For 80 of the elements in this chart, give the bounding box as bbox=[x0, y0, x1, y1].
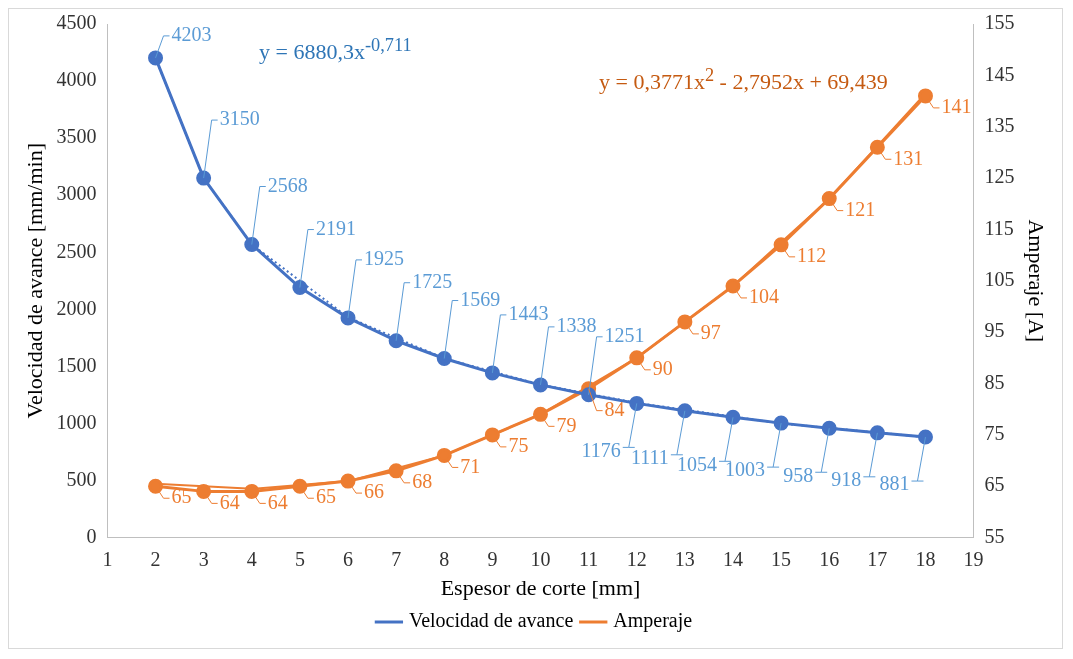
x-tick-label: 19 bbox=[963, 547, 984, 570]
data-label: 112 bbox=[797, 244, 827, 267]
x-tick-label: 13 bbox=[674, 547, 695, 570]
x-tick-label: 12 bbox=[626, 547, 647, 570]
data-label: 79 bbox=[556, 413, 577, 436]
data-label: 2568 bbox=[267, 173, 308, 196]
x-tick-label: 18 bbox=[915, 547, 936, 570]
y2-tick-label: 75 bbox=[984, 422, 1005, 445]
y2-tick-label: 65 bbox=[984, 473, 1005, 496]
y2-tick-label: 85 bbox=[984, 370, 1005, 393]
data-label: 97 bbox=[700, 321, 721, 344]
y2-tick-label: 145 bbox=[984, 62, 1015, 85]
y2-tick-label: 125 bbox=[984, 165, 1015, 188]
y2-tick-label: 105 bbox=[984, 268, 1015, 291]
data-label: 71 bbox=[460, 454, 481, 477]
y-tick-label: 500 bbox=[66, 467, 97, 490]
data-label: 68 bbox=[412, 470, 433, 493]
y-tick-label: 3000 bbox=[56, 182, 97, 205]
data-label: 1251 bbox=[604, 324, 645, 347]
data-label: 1443 bbox=[508, 302, 549, 325]
y-tick-label: 4000 bbox=[56, 68, 97, 91]
data-label: 1725 bbox=[412, 269, 453, 292]
y-tick-label: 1000 bbox=[56, 410, 97, 433]
x-tick-label: 7 bbox=[391, 547, 402, 570]
data-label: 2191 bbox=[315, 216, 356, 239]
data-label: 1925 bbox=[364, 247, 405, 270]
data-label: 131 bbox=[893, 146, 924, 169]
x-axis-title: Espesor de corte [mm] bbox=[440, 574, 641, 600]
x-tick-label: 9 bbox=[487, 547, 498, 570]
annotation: y = 0,3771x$^{2}$ - 2,7952x + 69,439 bbox=[599, 65, 888, 96]
data-label: 918 bbox=[831, 468, 862, 491]
y2-axis-title: Amperaje [A] bbox=[1024, 219, 1050, 343]
data-label: 141 bbox=[941, 95, 972, 118]
x-tick-label: 15 bbox=[771, 547, 792, 570]
data-label: 75 bbox=[508, 434, 529, 457]
y-tick-label: 4500 bbox=[56, 11, 97, 34]
legend-label: Velocidad de avance bbox=[408, 609, 574, 632]
data-label: 90 bbox=[652, 357, 673, 380]
x-tick-label: 14 bbox=[722, 547, 743, 570]
y2-tick-label: 55 bbox=[984, 524, 1005, 547]
data-label: 3150 bbox=[219, 107, 260, 130]
data-label: 104 bbox=[748, 285, 779, 308]
data-label: 1569 bbox=[460, 287, 501, 310]
y2-tick-label: 115 bbox=[984, 216, 1014, 239]
data-label: 121 bbox=[845, 197, 876, 220]
x-tick-label: 6 bbox=[343, 547, 354, 570]
x-tick-label: 8 bbox=[439, 547, 450, 570]
data-label: 64 bbox=[219, 490, 240, 513]
y2-tick-label: 95 bbox=[984, 319, 1005, 342]
x-tick-label: 3 bbox=[198, 547, 209, 570]
y-tick-label: 1500 bbox=[56, 353, 97, 376]
x-tick-label: 16 bbox=[819, 547, 840, 570]
data-label: 881 bbox=[879, 472, 910, 495]
y-tick-label: 3500 bbox=[56, 125, 97, 148]
data-label: 958 bbox=[783, 463, 814, 486]
annotation: y = 6880,3x$^{-0,711}$ bbox=[259, 35, 412, 66]
x-tick-label: 1 bbox=[102, 547, 113, 570]
legend-label: Amperaje bbox=[613, 609, 693, 633]
x-tick-label: 11 bbox=[578, 547, 599, 570]
y-tick-label: 0 bbox=[86, 524, 97, 547]
data-label: 1176 bbox=[581, 438, 621, 461]
data-label: 4203 bbox=[171, 23, 212, 46]
y-tick-label: 2000 bbox=[56, 296, 97, 319]
y2-tick-label: 155 bbox=[984, 11, 1015, 34]
y-axis-title: Velocidad de avance [mm/min] bbox=[21, 143, 47, 419]
data-label: 1003 bbox=[725, 458, 766, 481]
x-tick-label: 4 bbox=[246, 547, 257, 570]
y2-tick-label: 135 bbox=[984, 113, 1015, 136]
x-tick-label: 17 bbox=[867, 547, 888, 570]
y-tick-label: 2500 bbox=[56, 239, 97, 262]
data-label: 66 bbox=[364, 480, 385, 503]
data-label: 84 bbox=[604, 397, 625, 420]
data-label: 1338 bbox=[556, 314, 597, 337]
x-tick-label: 10 bbox=[530, 547, 551, 570]
data-label: 1111 bbox=[631, 446, 669, 469]
data-label: 1054 bbox=[676, 452, 717, 475]
x-tick-label: 5 bbox=[294, 547, 305, 570]
data-label: 65 bbox=[315, 485, 336, 508]
x-tick-label: 2 bbox=[150, 547, 161, 570]
data-label: 64 bbox=[267, 490, 288, 513]
